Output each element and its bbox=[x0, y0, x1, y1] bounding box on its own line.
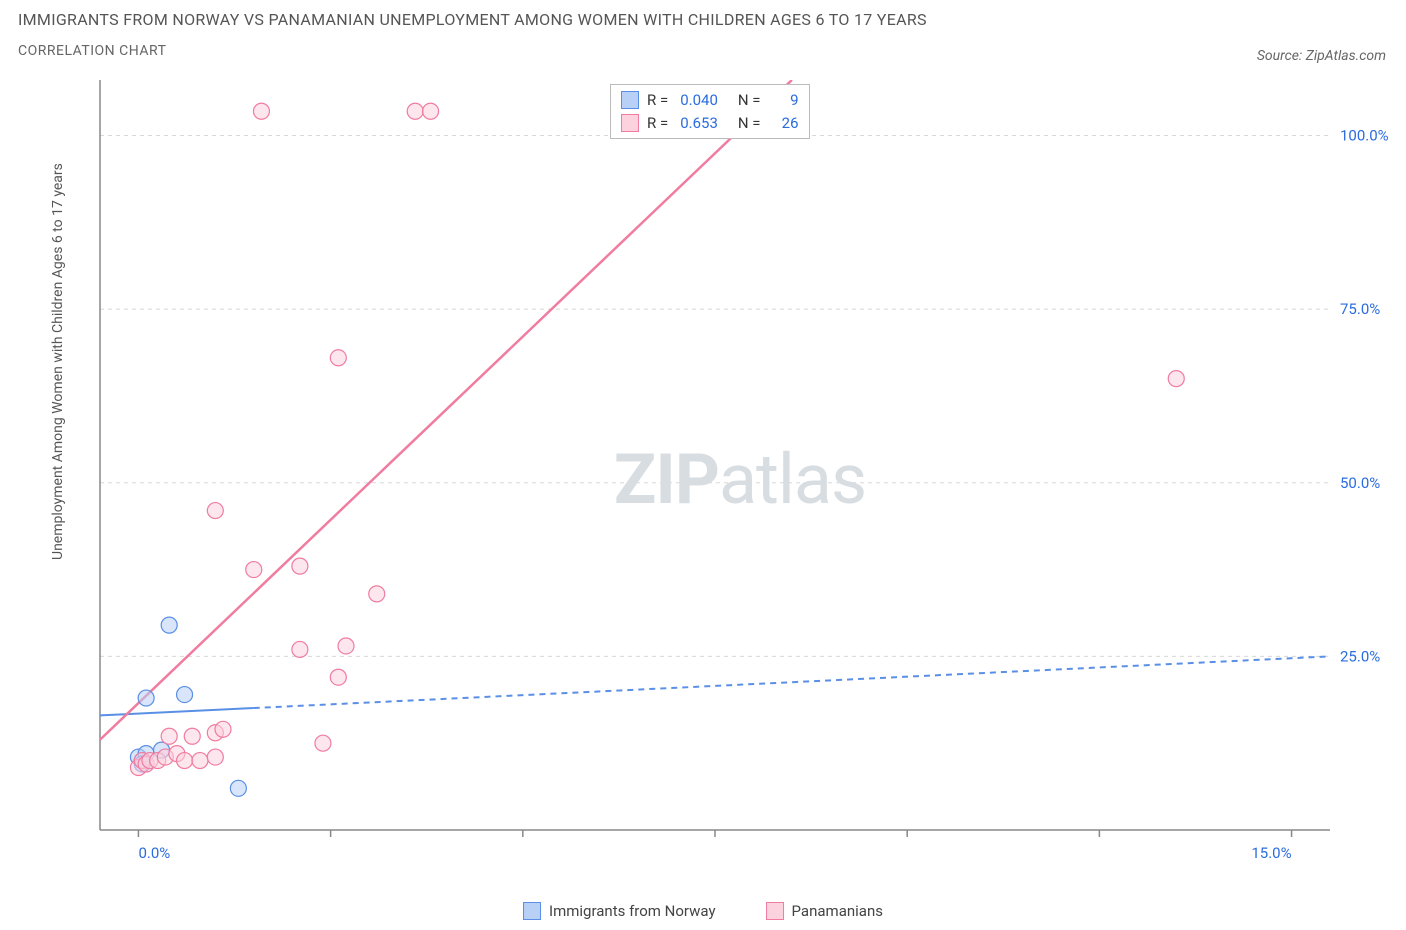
chart-title: IMMIGRANTS FROM NORWAY VS PANAMANIAN UNE… bbox=[18, 10, 927, 29]
scatter-svg: 25.0% 50.0% 75.0% 100.0% 0.0% 15.0% bbox=[90, 80, 1390, 880]
y-tick-label: 25.0% bbox=[1340, 647, 1380, 665]
y-tick-label: 50.0% bbox=[1340, 474, 1380, 492]
data-point bbox=[330, 350, 346, 366]
series-legend-item: Panamanians bbox=[766, 902, 883, 920]
legend-n-label: N = bbox=[738, 89, 761, 112]
data-point bbox=[177, 753, 193, 769]
data-point bbox=[1168, 371, 1184, 387]
data-point bbox=[207, 749, 223, 765]
data-point bbox=[338, 638, 354, 654]
data-point bbox=[192, 753, 208, 769]
legend-r-label: R = bbox=[647, 89, 668, 112]
data-point bbox=[407, 103, 423, 119]
data-point bbox=[369, 586, 385, 602]
data-point bbox=[230, 780, 246, 796]
series-legend: Immigrants from Norway Panamanians bbox=[523, 902, 883, 920]
data-point bbox=[246, 562, 262, 578]
chart-subtitle: CORRELATION CHART bbox=[18, 43, 927, 59]
legend-r-value: 0.653 bbox=[680, 112, 718, 135]
legend-swatch bbox=[766, 902, 784, 920]
y-tick-label: 100.0% bbox=[1340, 127, 1389, 145]
y-tick-label: 75.0% bbox=[1340, 300, 1380, 318]
plot-area: 25.0%50.0%75.0%100.0%0.0%15.0% ZIPatlas … bbox=[90, 80, 1390, 880]
legend-n-value: 26 bbox=[773, 112, 799, 135]
data-point bbox=[215, 721, 231, 737]
legend-r-label: R = bbox=[647, 112, 668, 135]
series-name: Panamanians bbox=[792, 902, 883, 920]
data-point bbox=[253, 103, 269, 119]
legend-n-label: N = bbox=[738, 112, 761, 135]
legend-swatch bbox=[621, 114, 639, 132]
data-point bbox=[138, 690, 154, 706]
data-point bbox=[161, 617, 177, 633]
data-point bbox=[177, 687, 193, 703]
data-point bbox=[161, 728, 177, 744]
series-name: Immigrants from Norway bbox=[549, 902, 716, 920]
data-point bbox=[292, 558, 308, 574]
chart-container: Unemployment Among Women with Children A… bbox=[60, 80, 1390, 880]
legend-row: R = 0.040 N = 9 bbox=[621, 89, 799, 112]
legend-swatch bbox=[621, 91, 639, 109]
data-point bbox=[207, 503, 223, 519]
x-tick-label: 15.0% bbox=[1251, 844, 1291, 862]
y-axis-label: Unemployment Among Women with Children A… bbox=[50, 163, 66, 560]
data-point bbox=[184, 728, 200, 744]
data-point bbox=[423, 103, 439, 119]
data-point bbox=[315, 735, 331, 751]
legend-swatch bbox=[523, 902, 541, 920]
legend-n-value: 9 bbox=[773, 89, 799, 112]
data-point bbox=[292, 641, 308, 657]
series-legend-item: Immigrants from Norway bbox=[523, 902, 716, 920]
source-attribution: Source: ZipAtlas.com bbox=[1257, 48, 1386, 64]
legend-row: R = 0.653 N = 26 bbox=[621, 112, 799, 135]
correlation-legend: R = 0.040 N = 9 R = 0.653 N = 26 bbox=[610, 84, 810, 139]
x-tick-label: 0.0% bbox=[138, 844, 170, 862]
legend-r-value: 0.040 bbox=[680, 89, 718, 112]
data-point bbox=[330, 669, 346, 685]
